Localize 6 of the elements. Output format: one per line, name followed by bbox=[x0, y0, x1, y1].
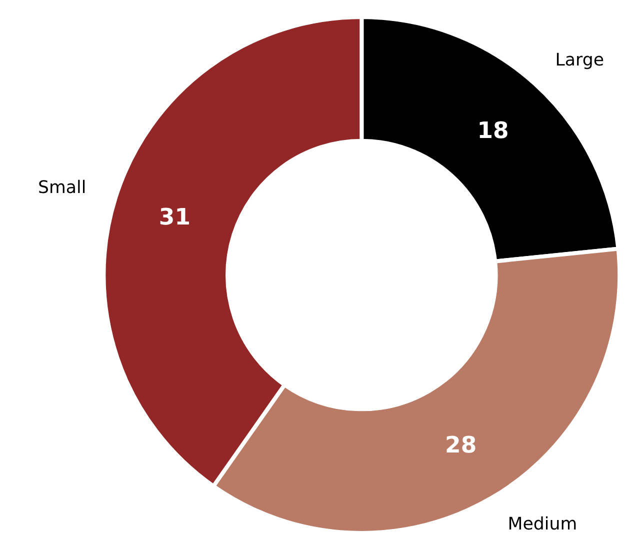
data-label: 18 bbox=[477, 118, 509, 144]
data-label: 28 bbox=[445, 432, 477, 459]
slice-label: Large bbox=[555, 50, 604, 71]
data-label: 31 bbox=[158, 204, 190, 230]
slice-label: Small bbox=[38, 178, 86, 198]
slice-label: Medium bbox=[508, 514, 578, 534]
